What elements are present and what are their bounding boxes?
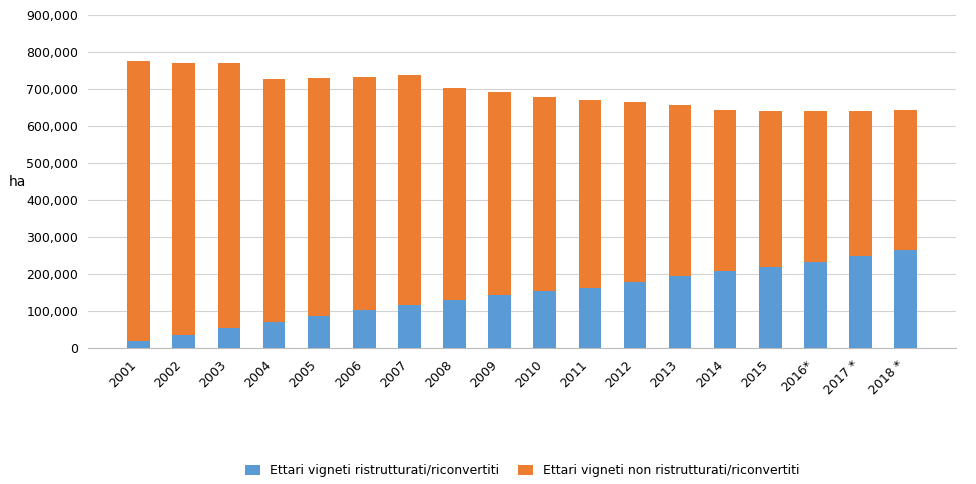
Bar — [849, 257, 872, 348]
Bar — [894, 110, 917, 250]
Bar — [488, 92, 510, 295]
Bar — [669, 276, 691, 348]
Bar — [759, 111, 782, 267]
Bar — [624, 102, 646, 283]
Bar — [759, 267, 782, 348]
Bar — [804, 262, 827, 348]
Bar — [669, 105, 691, 276]
Bar — [398, 75, 421, 305]
Bar — [713, 110, 737, 272]
Bar — [307, 316, 331, 348]
Bar — [398, 305, 421, 348]
Bar — [353, 310, 376, 348]
Bar — [127, 341, 150, 348]
Bar — [579, 100, 601, 288]
Bar — [263, 322, 285, 348]
Legend: Ettari vigneti ristrutturati/riconvertiti, Ettari vigneti non ristrutturati/rico: Ettari vigneti ristrutturati/riconvertit… — [240, 459, 804, 483]
Bar — [218, 63, 240, 328]
Bar — [534, 97, 556, 291]
Bar — [804, 111, 827, 262]
Bar — [894, 250, 917, 348]
Bar — [307, 78, 331, 316]
Bar — [624, 283, 646, 348]
Bar — [534, 291, 556, 348]
Bar — [713, 272, 737, 348]
Bar — [127, 61, 150, 341]
Y-axis label: ha: ha — [9, 175, 26, 188]
Bar — [353, 77, 376, 310]
Bar — [173, 63, 195, 335]
Bar — [173, 335, 195, 348]
Bar — [488, 295, 510, 348]
Bar — [263, 79, 285, 322]
Bar — [849, 111, 872, 257]
Bar — [579, 288, 601, 348]
Bar — [443, 300, 466, 348]
Bar — [218, 328, 240, 348]
Bar — [443, 88, 466, 300]
